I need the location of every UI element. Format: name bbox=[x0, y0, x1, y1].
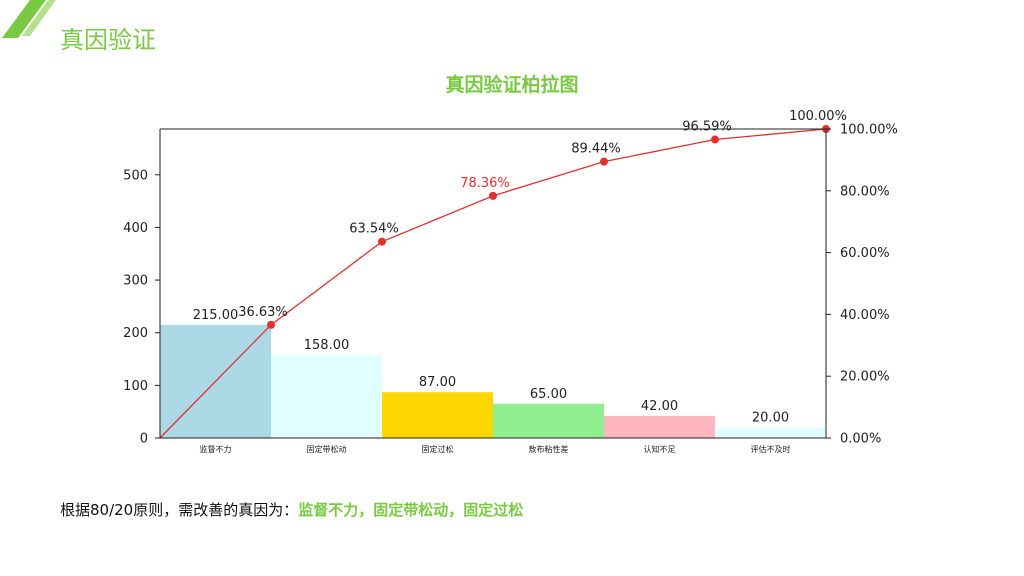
cumulative-line-layer bbox=[159, 125, 830, 439]
category-label: 敖布粘性差 bbox=[529, 444, 569, 454]
labels-layer: 215.00 监督不力 158.00 固定带松动 87.00 固定过松 65.00 敖布粘性差… bbox=[193, 109, 847, 454]
right-tick-label: 60.00% bbox=[840, 246, 890, 261]
right-tick-label: 40.00% bbox=[840, 308, 890, 323]
cumulative-label: 63.54% bbox=[349, 222, 399, 237]
right-tick-label: 20.00% bbox=[840, 370, 890, 385]
cumulative-point bbox=[489, 191, 497, 200]
conclusion-text: 根据80/20原则，需改善的真因为：监督不力，固定带松动，固定过松 bbox=[60, 499, 523, 520]
bar-value-label: 215.00 bbox=[193, 308, 239, 323]
conclusion-highlight: 监督不力，固定带松动，固定过松 bbox=[298, 501, 524, 519]
category-label: 固定带松动 bbox=[307, 444, 347, 454]
category-label: 监督不力 bbox=[200, 444, 232, 454]
bar-value-label: 42.00 bbox=[641, 399, 678, 414]
bar-6 bbox=[715, 427, 826, 438]
slide-title: 真因验证 bbox=[60, 26, 156, 54]
left-tick-label: 300 bbox=[123, 274, 148, 289]
corner-decoration bbox=[2, 0, 56, 38]
cumulative-point bbox=[600, 157, 608, 166]
category-label: 认知不足 bbox=[644, 444, 676, 454]
cumulative-point bbox=[267, 320, 275, 329]
conclusion-prefix: 根据80/20原则，需改善的真因为： bbox=[60, 501, 299, 519]
cumulative-label: 89.44% bbox=[571, 142, 621, 157]
cumulative-label: 78.36% bbox=[460, 176, 510, 191]
category-label: 评估不及时 bbox=[751, 444, 791, 454]
left-tick-label: 0 bbox=[140, 432, 148, 447]
category-label: 固定过松 bbox=[422, 444, 454, 454]
right-tick-label: 100.00% bbox=[840, 123, 898, 138]
left-tick-label: 400 bbox=[123, 221, 148, 236]
cumulative-label: 96.59% bbox=[682, 120, 732, 135]
bar-value-label: 158.00 bbox=[304, 338, 350, 353]
bar-5 bbox=[604, 415, 715, 438]
left-tick-label: 500 bbox=[123, 168, 148, 183]
cumulative-label: 100.00% bbox=[789, 109, 847, 124]
left-tick-label: 100 bbox=[123, 379, 148, 394]
chart-title: 真因验证柏拉图 bbox=[445, 74, 579, 96]
right-tick-label: 80.00% bbox=[840, 184, 890, 199]
cumulative-point bbox=[378, 237, 386, 246]
bar-value-label: 87.00 bbox=[419, 375, 456, 390]
bars-layer bbox=[160, 324, 826, 438]
bar-2 bbox=[271, 354, 382, 438]
cumulative-label: 36.63% bbox=[238, 305, 288, 320]
pareto-chart: 0 100 200 300 400 500 0.00% 20.00% 40.00% 60.00% 8… bbox=[123, 109, 898, 454]
bar-value-label: 20.00 bbox=[752, 410, 789, 425]
right-tick-label: 0.00% bbox=[840, 432, 881, 447]
left-tick-label: 200 bbox=[123, 326, 148, 341]
bar-3 bbox=[382, 392, 493, 438]
axes-layer: 0 100 200 300 400 500 0.00% 20.00% 40.00% 60.00% 8… bbox=[123, 123, 898, 447]
cumulative-point bbox=[711, 135, 719, 144]
bar-4 bbox=[493, 403, 604, 438]
bar-value-label: 65.00 bbox=[530, 387, 567, 402]
